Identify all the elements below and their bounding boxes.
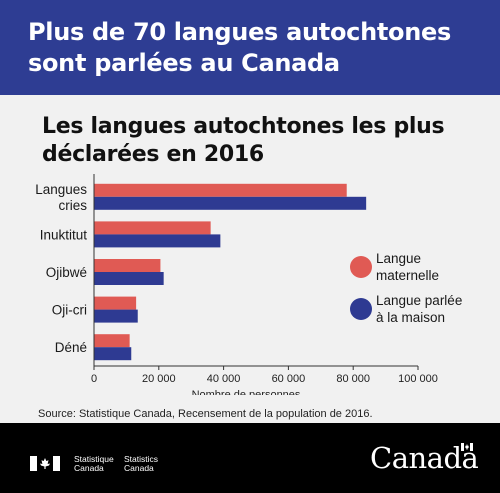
agency-name-fr-line: Canada — [74, 463, 104, 473]
legend-label-line: Langue — [376, 251, 422, 266]
chart-title: Les langues autochtones les plus déclaré… — [42, 114, 445, 167]
source-note: Source: Statistique Canada, Recensement … — [38, 408, 373, 420]
canada-wordmark: Canada — [370, 441, 479, 475]
x-tick-label: 80 000 — [336, 373, 370, 385]
agency-name-fr: Statistique Canada — [74, 455, 134, 473]
legend-label-home-language: Langue parlée à la maison — [376, 292, 486, 326]
bar-mother-tongue — [94, 259, 161, 272]
x-tick-label: 0 — [91, 373, 97, 385]
category-label: Déné — [55, 340, 87, 355]
legend-label-line: maternelle — [376, 268, 440, 283]
legend-swatch-home-language — [350, 298, 372, 320]
bar-mother-tongue — [94, 296, 137, 310]
x-tick-label: 20 000 — [142, 373, 176, 385]
bar-mother-tongue — [94, 183, 347, 197]
banner-title-line-1: Plus de 70 langues autochtones — [28, 18, 451, 46]
agency-name-en: Statistics Canada — [124, 455, 184, 473]
bar-home-language — [94, 234, 221, 248]
bar-home-language — [94, 272, 164, 285]
legend-swatch-mother-tongue — [350, 256, 372, 278]
bar-mother-tongue — [94, 334, 130, 348]
category-label: Oji-cri — [52, 303, 87, 318]
x-tick-label: 100 000 — [398, 373, 438, 385]
x-tick-label: 40 000 — [207, 373, 241, 385]
agency-name-fr-line: Statistique — [74, 454, 114, 464]
bar-home-language — [94, 309, 138, 323]
x-axis-title: Nombre de personnes — [192, 389, 301, 395]
category-label: cries — [58, 198, 87, 213]
footer-bar: Statistique Canada Statistics Canada Can… — [0, 423, 500, 493]
legend-label-line: à la maison — [376, 310, 446, 325]
category-label: Ojibwé — [46, 265, 87, 280]
header-banner: Plus de 70 langues autochtones sont parl… — [0, 0, 500, 95]
canada-flag-icon — [30, 456, 60, 471]
bar-mother-tongue — [94, 221, 211, 235]
banner-title: Plus de 70 langues autochtones sont parl… — [28, 17, 478, 79]
bar-home-language — [94, 196, 367, 210]
wordmark-flag-icon — [461, 443, 473, 451]
category-label: Langues — [35, 182, 87, 197]
bar-home-language — [94, 347, 132, 361]
legend-label-mother-tongue: Langue maternelle — [376, 250, 486, 284]
legend-label-line: Langue parlée — [376, 293, 463, 308]
banner-title-line-2: sont parlées au Canada — [28, 49, 340, 77]
agency-name-en-line: Statistics — [124, 454, 159, 464]
agency-name-en-line: Canada — [124, 463, 154, 473]
x-tick-label: 60 000 — [272, 373, 306, 385]
category-label: Inuktitut — [40, 227, 88, 242]
